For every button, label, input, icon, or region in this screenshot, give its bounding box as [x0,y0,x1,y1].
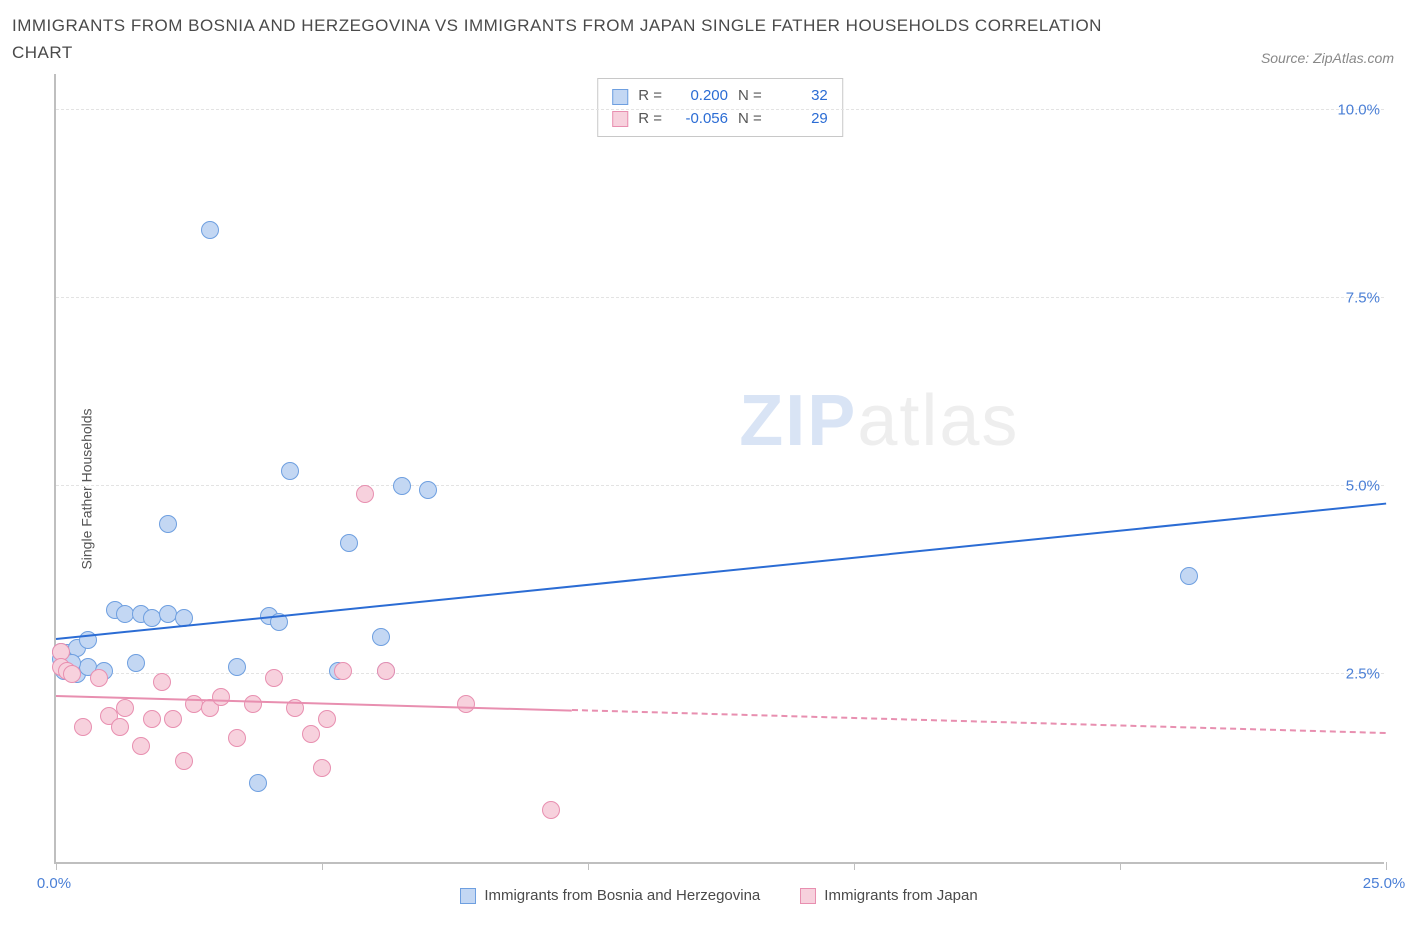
data-point [159,605,177,623]
x-tick [322,862,323,870]
stats-row: R = 0.200 N = 32 [612,85,828,108]
chart-title: IMMIGRANTS FROM BOSNIA AND HERZEGOVINA V… [12,12,1112,66]
chart-container: Single Father Households ZIPatlas R = 0.… [12,74,1394,904]
data-point [212,688,230,706]
watermark: ZIPatlas [739,380,1019,462]
data-point [334,662,352,680]
data-point [340,534,358,552]
stats-row: R = -0.056 N = 29 [612,108,828,131]
data-point [249,774,267,792]
gridline [56,485,1384,486]
plot-area: ZIPatlas R = 0.200 N = 32 R = -0.056 N =… [54,74,1384,864]
data-point [372,628,390,646]
y-tick-label: 5.0% [1346,478,1380,495]
stats-legend-box: R = 0.200 N = 32 R = -0.056 N = 29 [597,78,843,137]
data-point [116,699,134,717]
data-point [457,695,475,713]
data-point [356,485,374,503]
data-point [228,658,246,676]
series1-swatch-icon [460,888,476,904]
legend-item: Immigrants from Bosnia and Herzegovina [460,887,760,904]
data-point [74,718,92,736]
series1-n-value: 32 [772,85,828,108]
bottom-legend: Immigrants from Bosnia and Herzegovina I… [54,887,1384,904]
data-point [175,752,193,770]
legend-label: Immigrants from Bosnia and Herzegovina [484,887,760,904]
series2-swatch-icon [800,888,816,904]
x-tick [588,862,589,870]
series2-n-value: 29 [772,108,828,131]
y-tick-label: 10.0% [1337,102,1380,119]
data-point [313,759,331,777]
data-point [302,725,320,743]
series2-swatch-icon [612,111,628,127]
x-tick [1386,862,1387,870]
x-tick [56,862,57,870]
data-point [132,737,150,755]
data-point [143,710,161,728]
legend-item: Immigrants from Japan [800,887,977,904]
data-point [164,710,182,728]
series1-r-value: 0.200 [672,85,728,108]
y-tick-label: 2.5% [1346,666,1380,683]
x-tick-label: 0.0% [37,875,71,892]
series1-swatch-icon [612,89,628,105]
data-point [542,801,560,819]
data-point [281,462,299,480]
data-point [153,673,171,691]
trend-line [572,709,1386,734]
data-point [201,221,219,239]
data-point [318,710,336,728]
x-tick [1120,862,1121,870]
data-point [111,718,129,736]
x-tick [854,862,855,870]
gridline [56,297,1384,298]
data-point [393,477,411,495]
data-point [1180,567,1198,585]
data-point [63,665,81,683]
data-point [419,481,437,499]
x-tick-label: 25.0% [1363,875,1406,892]
gridline [56,109,1384,110]
data-point [377,662,395,680]
data-point [90,669,108,687]
series2-r-value: -0.056 [672,108,728,131]
data-point [265,669,283,687]
data-point [244,695,262,713]
gridline [56,673,1384,674]
source-attribution: Source: ZipAtlas.com [1261,50,1394,66]
data-point [159,515,177,533]
legend-label: Immigrants from Japan [824,887,977,904]
data-point [127,654,145,672]
data-point [228,729,246,747]
y-tick-label: 7.5% [1346,290,1380,307]
